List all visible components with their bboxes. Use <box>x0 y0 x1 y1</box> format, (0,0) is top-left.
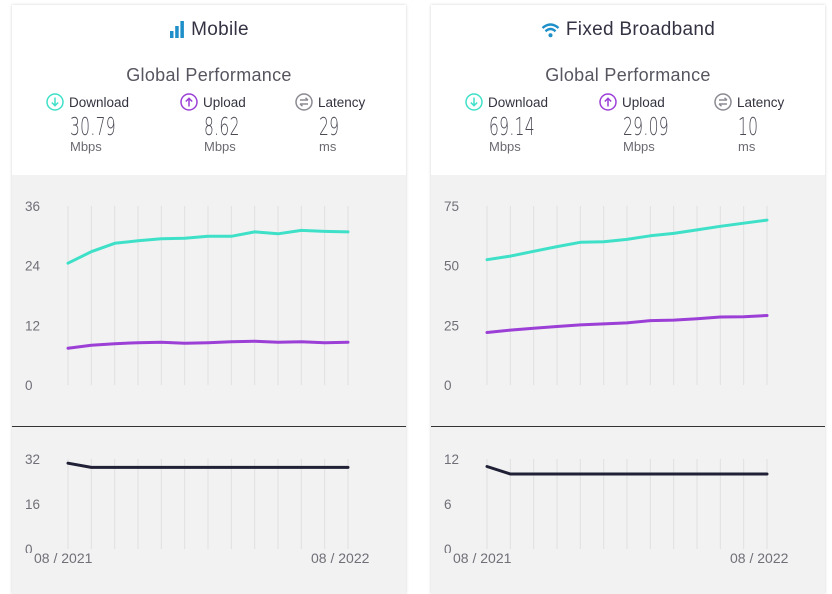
panel-subtitle: Global Performance <box>545 65 711 85</box>
y-tick-label: 0 <box>25 542 33 553</box>
wifi-icon <box>541 22 560 44</box>
panel-title-text: Fixed Broadband <box>565 19 716 40</box>
download-unit: Mbps <box>70 139 102 154</box>
latency-label: Latency <box>318 95 366 110</box>
download-arrow-icon <box>46 93 69 111</box>
y-tick-label: 25 <box>444 318 459 333</box>
y-tick-label: 0 <box>25 378 33 390</box>
latency-value: 10 <box>738 112 759 141</box>
y-tick-label: 12 <box>444 452 459 467</box>
y-tick-label: 50 <box>444 259 459 274</box>
download-value: 69.14 <box>489 112 535 141</box>
speed-chart: 36 24 12 0 <box>25 199 350 390</box>
download-arrow-icon <box>465 93 488 111</box>
download-label: Download <box>488 95 549 110</box>
download-value: 30.79 <box>70 112 116 141</box>
upload-value: 8.62 <box>204 112 240 141</box>
chart-divider <box>12 426 406 427</box>
y-tick-label: 16 <box>25 497 40 512</box>
latency-value: 29 <box>319 112 340 141</box>
end-date-label: 08 / 2022 <box>730 550 789 566</box>
upload-series-line <box>485 314 769 334</box>
panel-title: Mobile <box>12 19 406 44</box>
download-metric: Download 69.14 Mbps <box>465 93 595 154</box>
chart-divider <box>431 426 825 427</box>
latency-icon <box>714 93 737 111</box>
upload-value: 29.09 <box>623 112 669 141</box>
fixed-broadband-panel: Fixed Broadband Global Performance Downl… <box>431 5 825 594</box>
speed-chart: 75 50 25 0 <box>444 199 769 390</box>
latency-series-line <box>66 461 350 469</box>
y-tick-label: 12 <box>25 318 40 333</box>
y-tick-label: 32 <box>25 452 40 467</box>
panel-header: Fixed Broadband Global Performance Downl… <box>431 5 825 175</box>
y-tick-label: 0 <box>444 542 452 553</box>
latency-label: Latency <box>737 95 785 110</box>
upload-label: Upload <box>622 95 665 110</box>
latency-metric: Latency 10 ms <box>714 93 832 154</box>
latency-chart: 12 6 0 <box>444 452 769 553</box>
panel-title-text: Mobile <box>191 19 249 40</box>
upload-metric: Upload 8.62 Mbps <box>180 93 310 154</box>
upload-arrow-icon <box>180 93 203 111</box>
latency-icon <box>295 93 318 111</box>
upload-arrow-icon <box>599 93 622 111</box>
latency-unit: ms <box>319 139 337 154</box>
signal-bars-icon <box>169 21 185 44</box>
start-date-label: 08 / 2021 <box>453 550 512 566</box>
upload-metric: Upload 29.09 Mbps <box>599 93 729 154</box>
y-tick-label: 24 <box>25 259 41 274</box>
y-tick-label: 6 <box>444 497 452 512</box>
download-series-line <box>66 228 350 265</box>
y-tick-label: 36 <box>25 199 40 214</box>
upload-unit: Mbps <box>623 139 655 154</box>
latency-chart: 32 16 0 <box>25 452 350 553</box>
panel-header: Mobile Global Performance Download 30.79… <box>12 5 406 175</box>
y-tick-label: 0 <box>444 378 452 390</box>
latency-series-line <box>485 465 769 476</box>
download-series-line <box>485 218 769 262</box>
latency-unit: ms <box>738 139 756 154</box>
start-date-label: 08 / 2021 <box>34 550 93 566</box>
upload-unit: Mbps <box>204 139 236 154</box>
panel-subtitle: Global Performance <box>126 65 292 85</box>
panel-title: Fixed Broadband <box>431 19 825 44</box>
end-date-label: 08 / 2022 <box>311 550 370 566</box>
download-label: Download <box>69 95 130 110</box>
download-metric: Download 30.79 Mbps <box>46 93 176 154</box>
latency-metric: Latency 29 ms <box>295 93 425 154</box>
upload-label: Upload <box>203 95 246 110</box>
upload-series-line <box>66 339 350 350</box>
y-tick-label: 75 <box>444 199 459 214</box>
download-unit: Mbps <box>489 139 521 154</box>
mobile-panel: Mobile Global Performance Download 30.79… <box>12 5 406 594</box>
